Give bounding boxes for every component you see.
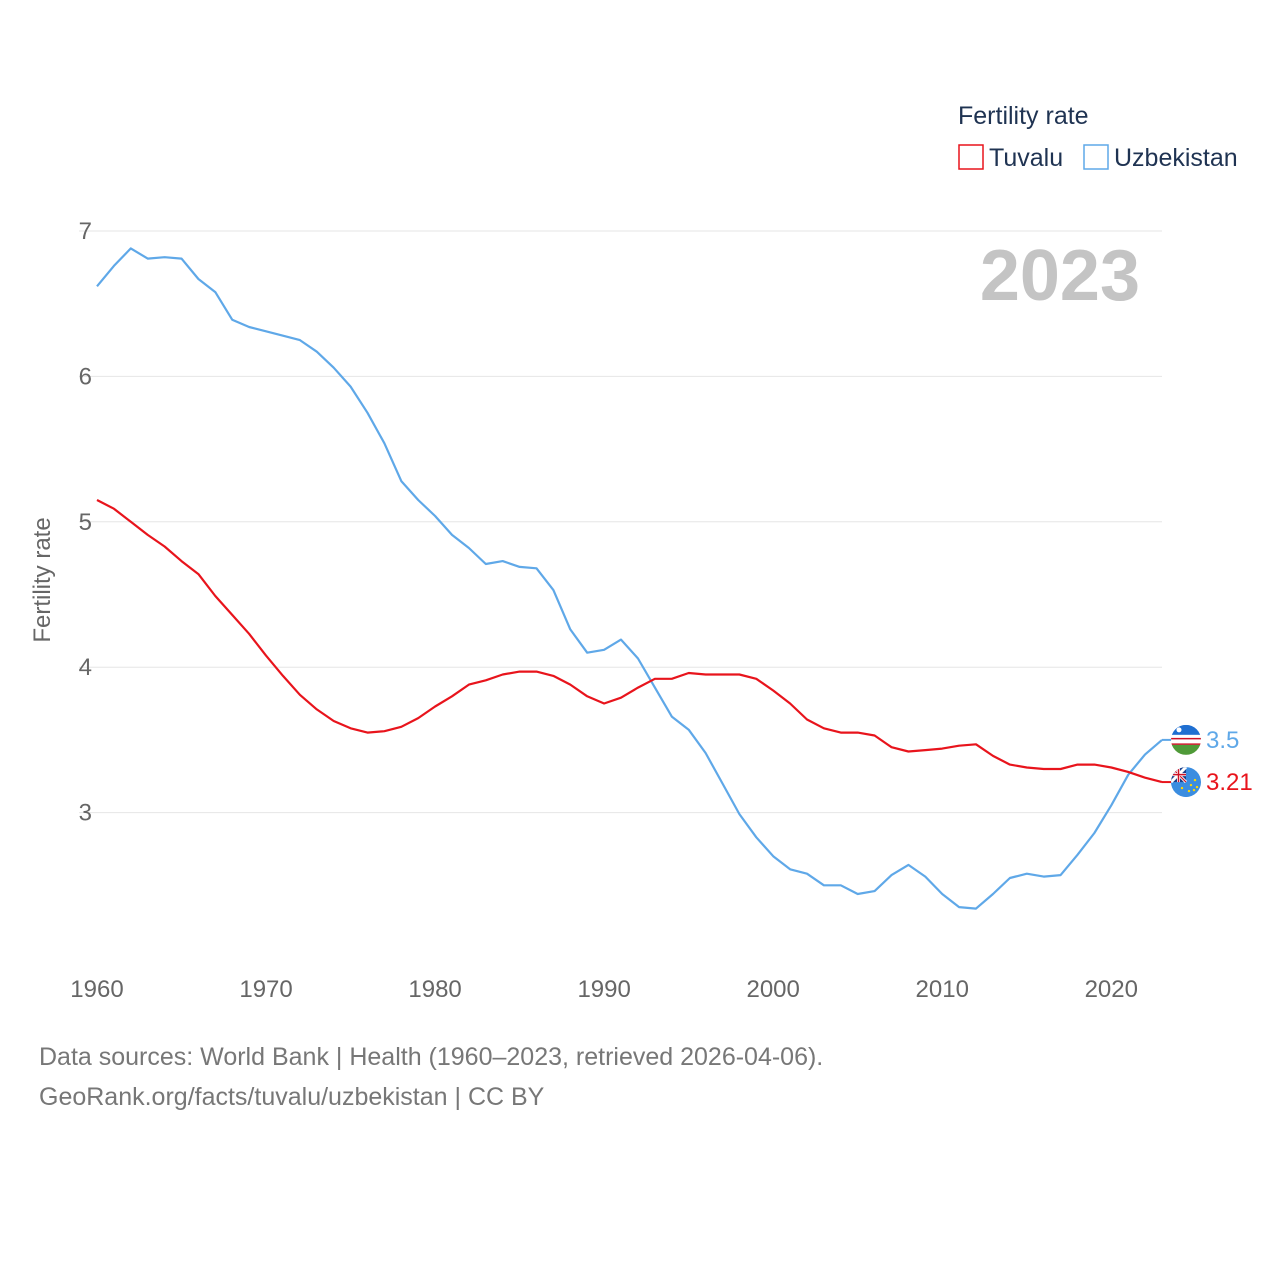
legend-item-uzbekistan[interactable]: Uzbekistan	[1083, 144, 1238, 172]
tuvalu-flag-icon	[1162, 767, 1201, 798]
x-axis-ticks: 1960 1970 1980 1990 2000 2010 2020	[70, 976, 1138, 1003]
legend-swatch-tuvalu	[958, 144, 984, 170]
legend-label-uzbekistan: Uzbekistan	[1114, 144, 1238, 172]
x-tick-label: 1970	[239, 976, 292, 1003]
end-label-uzbekistan: 3.5	[1206, 727, 1239, 754]
legend-swatch-uzbekistan	[1083, 144, 1109, 170]
footer-attribution-link[interactable]: GeoRank.org/facts/tuvalu/uzbekistan | CC…	[39, 1083, 545, 1111]
y-tick-label: 5	[79, 509, 92, 536]
y-tick-label: 6	[79, 363, 92, 390]
legend: Fertility rate Tuvalu Uzbekistan	[958, 102, 1238, 172]
year-label: 2023	[980, 236, 1140, 316]
y-tick-label: 7	[79, 218, 92, 245]
x-tick-label: 1990	[577, 976, 630, 1003]
footer-data-sources: Data sources: World Bank | Health (1960–…	[39, 1043, 824, 1071]
series-line-tuvalu[interactable]	[96, 499, 1163, 784]
x-tick-label: 1980	[408, 976, 461, 1003]
gridlines	[79, 230, 1162, 814]
series-lines	[96, 247, 1163, 910]
y-tick-label: 4	[79, 654, 92, 681]
y-axis-title: Fertility rate	[29, 517, 56, 642]
x-tick-label: 2000	[746, 976, 799, 1003]
uzbekistan-flag-icon	[1162, 724, 1201, 755]
legend-label-tuvalu: Tuvalu	[989, 144, 1063, 172]
y-tick-label: 3	[79, 800, 92, 827]
end-label-tuvalu: 3.21	[1206, 769, 1253, 796]
x-tick-label: 1960	[70, 976, 123, 1003]
series-line-uzbekistan[interactable]	[96, 247, 1163, 910]
y-axis-ticks: 3 4 5 6 7	[79, 218, 92, 827]
legend-item-tuvalu[interactable]: Tuvalu	[958, 144, 1063, 172]
x-tick-label: 2010	[916, 976, 969, 1003]
x-tick-label: 2020	[1085, 976, 1138, 1003]
legend-title: Fertility rate	[958, 102, 1089, 130]
series-end-markers: 3.21 3.5	[1162, 724, 1253, 798]
